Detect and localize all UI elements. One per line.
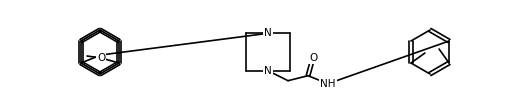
Text: O: O: [97, 53, 105, 63]
Text: N: N: [264, 28, 272, 38]
Text: NH: NH: [320, 79, 336, 89]
Text: N: N: [264, 66, 272, 76]
Text: O: O: [309, 53, 317, 63]
